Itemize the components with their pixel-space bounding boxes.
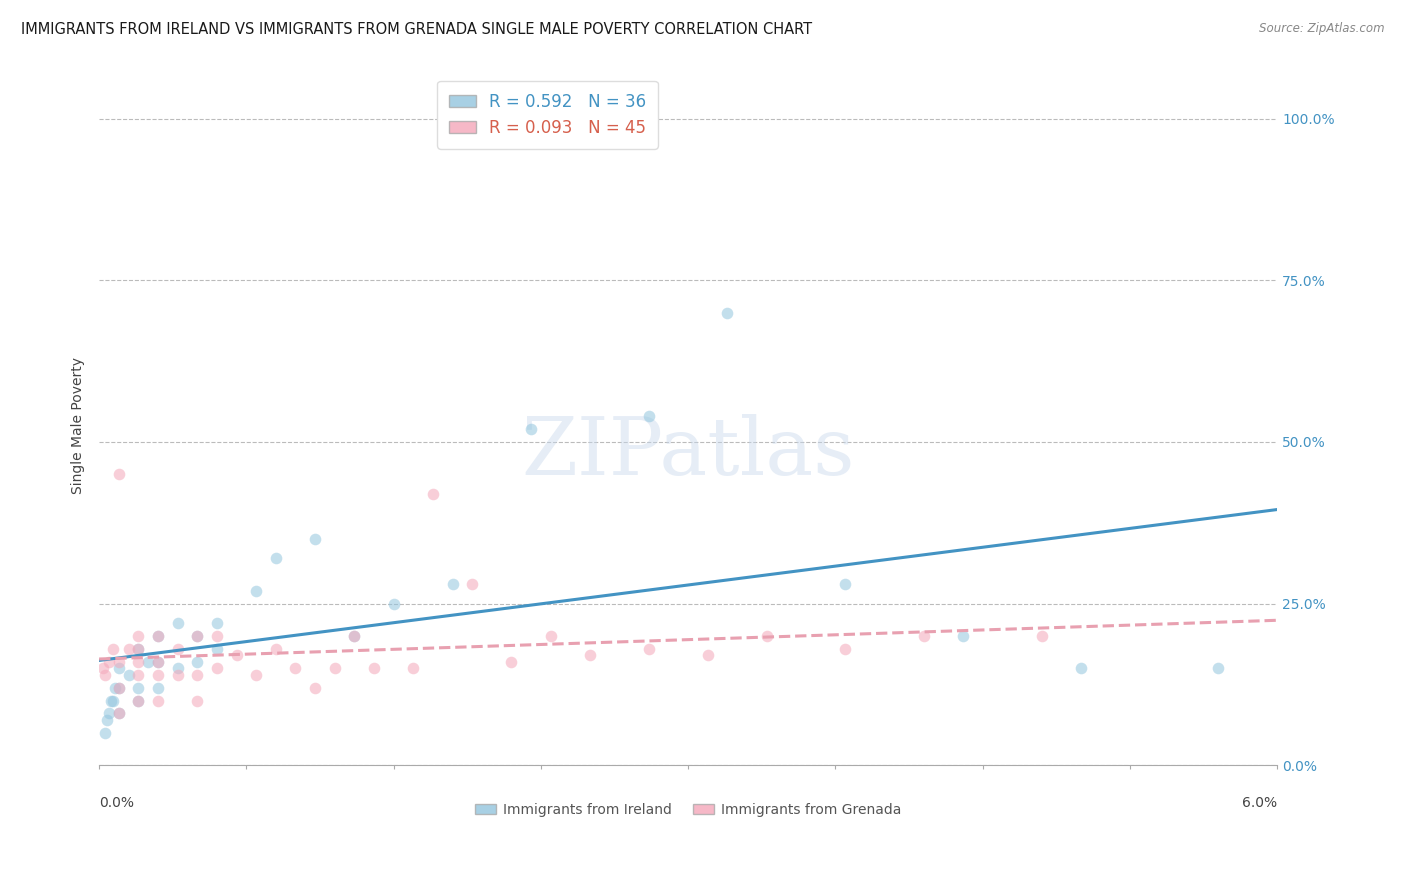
Point [382, 597, 405, 611]
Point [834, 577, 856, 591]
Point [186, 655, 208, 669]
Point [127, 655, 149, 669]
Point [146, 629, 169, 643]
Point [107, 706, 129, 721]
Y-axis label: Single Male Poverty: Single Male Poverty [72, 358, 86, 494]
Point [127, 641, 149, 656]
Text: Source: ZipAtlas.com: Source: ZipAtlas.com [1260, 22, 1385, 36]
Point [146, 681, 169, 695]
Point [107, 706, 129, 721]
Point [166, 641, 188, 656]
Point [579, 648, 602, 663]
Point [205, 629, 228, 643]
Text: 0.0%: 0.0% [100, 797, 134, 811]
Point [501, 655, 523, 669]
Point [94, 667, 117, 681]
Point [146, 629, 169, 643]
Point [461, 577, 484, 591]
Text: ZIPatlas: ZIPatlas [522, 414, 855, 491]
Point [834, 641, 856, 656]
Point [117, 667, 139, 681]
Point [225, 648, 247, 663]
Point [343, 629, 366, 643]
Point [755, 629, 778, 643]
Legend: Immigrants from Ireland, Immigrants from Grenada: Immigrants from Ireland, Immigrants from… [470, 797, 907, 822]
Point [166, 667, 188, 681]
Point [166, 615, 188, 630]
Point [323, 661, 346, 675]
Point [101, 641, 124, 656]
Point [146, 693, 169, 707]
Point [146, 655, 169, 669]
Point [127, 681, 149, 695]
Point [146, 667, 169, 681]
Point [716, 305, 738, 319]
Point [101, 693, 124, 707]
Point [117, 641, 139, 656]
Point [186, 629, 208, 643]
Point [1070, 661, 1092, 675]
Point [284, 661, 307, 675]
Point [912, 629, 935, 643]
Point [97, 655, 120, 669]
Point [638, 641, 661, 656]
Point [97, 706, 120, 721]
Point [94, 726, 117, 740]
Point [100, 693, 122, 707]
Point [343, 629, 366, 643]
Text: IMMIGRANTS FROM IRELAND VS IMMIGRANTS FROM GRENADA SINGLE MALE POVERTY CORRELATI: IMMIGRANTS FROM IRELAND VS IMMIGRANTS FR… [21, 22, 813, 37]
Point [104, 681, 127, 695]
Point [638, 409, 661, 423]
Point [264, 551, 287, 566]
Point [304, 681, 326, 695]
Point [107, 661, 129, 675]
Point [127, 693, 149, 707]
Point [205, 615, 228, 630]
Point [1031, 629, 1053, 643]
Point [441, 577, 464, 591]
Point [402, 661, 425, 675]
Point [540, 629, 562, 643]
Point [107, 681, 129, 695]
Point [1208, 661, 1230, 675]
Point [245, 667, 267, 681]
Point [127, 693, 149, 707]
Point [107, 655, 129, 669]
Point [520, 422, 543, 436]
Point [696, 648, 718, 663]
Point [304, 532, 326, 546]
Text: 6.0%: 6.0% [1241, 797, 1277, 811]
Point [205, 661, 228, 675]
Point [107, 681, 129, 695]
Point [127, 629, 149, 643]
Point [127, 667, 149, 681]
Point [146, 655, 169, 669]
Point [96, 713, 118, 727]
Point [186, 629, 208, 643]
Point [107, 467, 129, 482]
Point [363, 661, 385, 675]
Point [264, 641, 287, 656]
Point [91, 661, 114, 675]
Point [127, 641, 149, 656]
Point [952, 629, 974, 643]
Point [166, 661, 188, 675]
Point [186, 667, 208, 681]
Point [422, 486, 444, 500]
Point [136, 655, 159, 669]
Point [245, 583, 267, 598]
Point [205, 641, 228, 656]
Point [186, 693, 208, 707]
